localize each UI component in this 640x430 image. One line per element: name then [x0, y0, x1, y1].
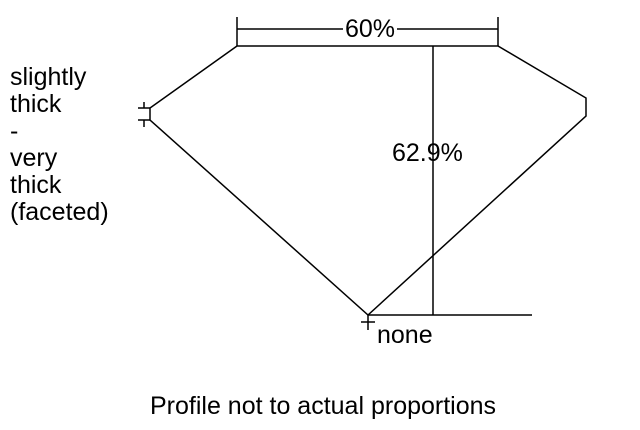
- gem-outline: [149, 45, 587, 317]
- depth-percent-label: 62.9%: [392, 139, 463, 167]
- culet-label: none: [377, 321, 433, 349]
- table-percent-label: 60%: [343, 15, 398, 43]
- girdle-label: slightly thick - very thick (faceted): [10, 63, 109, 226]
- proportions-note: Profile not to actual proportions: [150, 392, 497, 420]
